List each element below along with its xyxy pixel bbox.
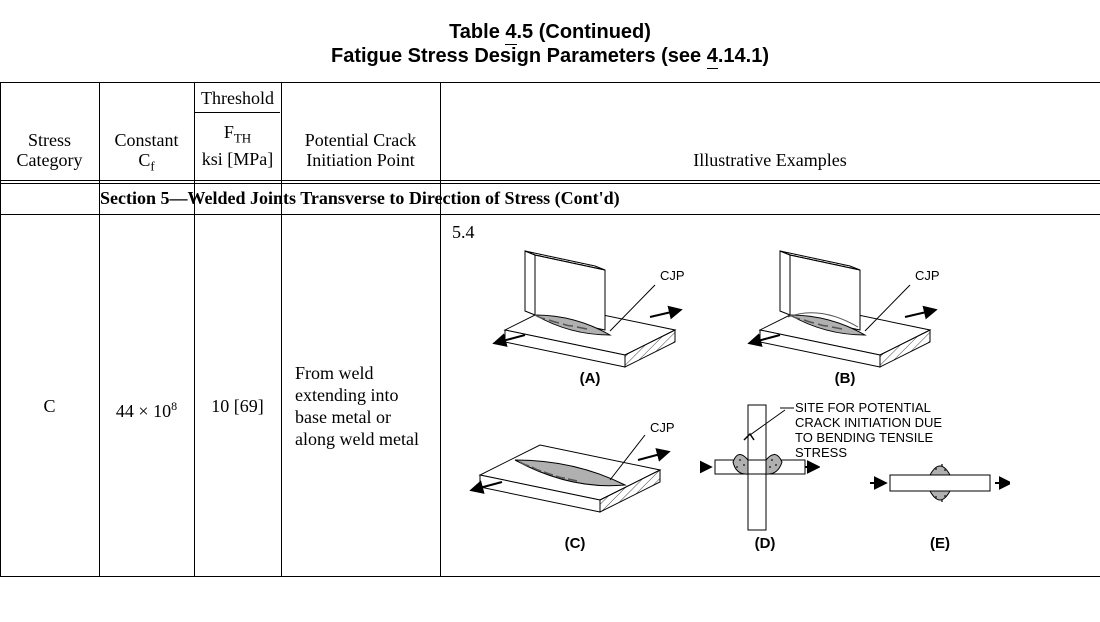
hd-text: Category: [17, 150, 83, 170]
fig-label-b: (B): [825, 370, 865, 387]
hd-text: FTH: [224, 122, 251, 142]
header-threshold: FTH ksi [MPa]: [194, 122, 281, 169]
figure-c: [460, 415, 680, 535]
illustration-index: 5.4: [452, 222, 475, 243]
header-illustrative: Illustrative Examples: [440, 150, 1100, 170]
table-title: Table 4.5 (Continued) Fatigue Stress Des…: [0, 20, 1100, 68]
fig-label-e: (E): [920, 535, 960, 552]
hd-text: ksi [MPa]: [202, 149, 274, 169]
cell-initiation: From weld extending into base metal or a…: [295, 362, 430, 450]
title-line-1: Table 4.5 (Continued): [0, 20, 1100, 44]
figure-e: [870, 445, 1010, 525]
rule: [0, 183, 1100, 184]
note-leader: [780, 398, 800, 468]
title-text: Fatigue Stress Design Parameters (see: [331, 45, 707, 67]
title-underlined-num: 4: [505, 21, 516, 45]
rule: [195, 112, 280, 113]
hd-sym: C: [138, 150, 150, 170]
title-line-2: Fatigue Stress Design Parameters (see 4.…: [0, 44, 1100, 68]
hd-sub: TH: [234, 131, 251, 146]
cell-category: C: [0, 395, 99, 417]
header-potential: Potential Crack Initiation Point: [281, 130, 440, 170]
hd-text: Threshold: [201, 88, 274, 108]
title-underlined-num: 4: [707, 45, 718, 69]
rule: [0, 82, 1100, 83]
hd-text: Stress: [28, 130, 71, 150]
title-text: Table: [449, 21, 505, 43]
cell-constant: 44 × 108: [99, 395, 194, 422]
title-text: .14.1): [718, 45, 769, 67]
cell-threshold: 10 [69]: [194, 395, 281, 417]
figure-b: [730, 235, 950, 375]
fig-label-c: (C): [555, 535, 595, 552]
hd-text: Cf: [138, 150, 154, 170]
header-stress: Stress Category: [0, 130, 99, 170]
hd-text: Illustrative Examples: [693, 150, 846, 170]
rule: [0, 214, 1100, 215]
val: 44 × 10: [116, 401, 171, 421]
rule: [0, 180, 1100, 181]
fig-label-d: (D): [745, 535, 785, 552]
hd-sub: f: [150, 159, 154, 174]
cjp-label-b: CJP: [915, 268, 940, 283]
figure-a: [475, 235, 695, 375]
hd-sym: F: [224, 122, 234, 142]
title-text: .5 (Continued): [517, 21, 651, 43]
section-heading: Section 5—Welded Joints Transverse to Di…: [100, 188, 1100, 209]
cjp-label-c: CJP: [650, 420, 675, 435]
hd-text: Potential Crack: [305, 130, 416, 150]
header-constant: Constant Cf: [99, 130, 194, 177]
hd-text: Constant: [114, 130, 178, 150]
exp: 8: [171, 399, 177, 413]
fig-label-a: (A): [570, 370, 610, 387]
header-threshold-top: Threshold: [194, 88, 281, 108]
rule: [0, 576, 1100, 577]
cjp-label-a: CJP: [660, 268, 685, 283]
page: Table 4.5 (Continued) Fatigue Stress Des…: [0, 0, 1100, 622]
hd-text: Initiation Point: [306, 150, 415, 170]
